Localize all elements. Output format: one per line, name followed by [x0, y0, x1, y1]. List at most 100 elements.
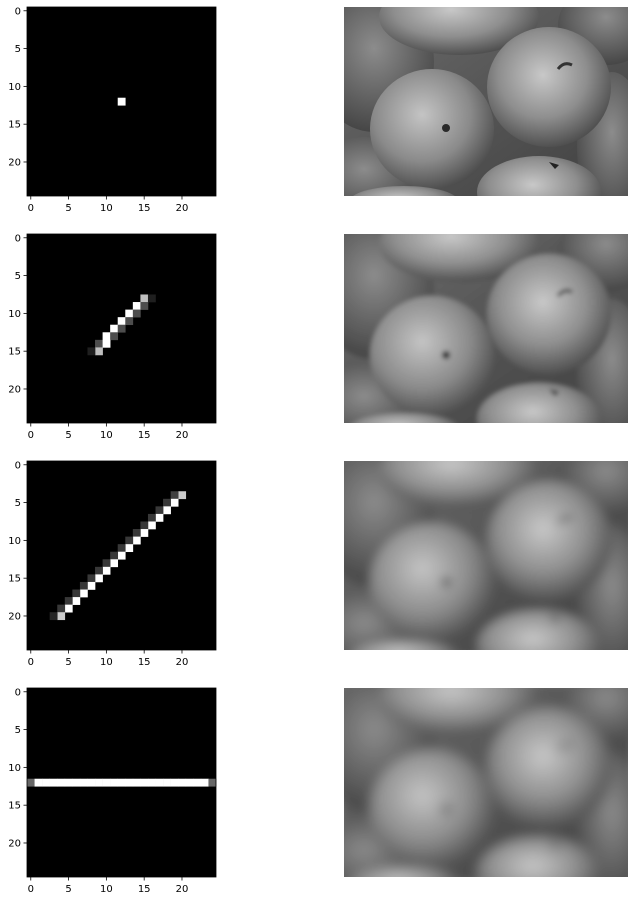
kernel-cell	[132, 778, 141, 787]
y-tick-label: 20	[8, 157, 21, 168]
x-tick-label: 20	[176, 203, 189, 214]
y-tick-label: 10	[8, 763, 21, 774]
kernel-cell	[140, 521, 149, 530]
kernel-cell	[49, 778, 58, 787]
fruit-top	[379, 7, 539, 55]
kernel-axes-frame	[26, 687, 217, 878]
y-tick-label: 0	[15, 460, 21, 471]
kernel-cell	[27, 778, 35, 787]
kernel-cell	[200, 778, 209, 787]
fruit-bottom	[353, 640, 455, 650]
y-tick-label: 10	[8, 309, 21, 320]
x-tick-label: 20	[176, 430, 189, 441]
orange-navel	[442, 578, 450, 586]
x-tick-label: 20	[176, 884, 189, 895]
y-tick-label: 15	[8, 574, 21, 585]
kernel-cell	[95, 574, 103, 583]
photo-panel-4	[344, 688, 628, 877]
apple-stem	[556, 516, 573, 524]
kernel-cell	[117, 551, 126, 560]
orange	[370, 296, 494, 416]
x-tick-label: 15	[138, 884, 151, 895]
kernel-cell	[64, 604, 73, 613]
y-tick-label: 0	[15, 687, 21, 698]
apple-main	[487, 708, 611, 828]
orange-navel	[442, 351, 450, 359]
kernel-axes-frame	[26, 6, 217, 197]
fruit-top	[379, 461, 539, 509]
photo-panel-1	[344, 7, 628, 196]
orange-navel	[442, 124, 450, 132]
kernel-cell	[117, 778, 126, 787]
y-tick-label: 20	[8, 611, 21, 622]
kernel-cell	[147, 778, 156, 787]
y-tick-label: 20	[8, 838, 21, 849]
apple-bottom	[477, 383, 601, 423]
kernel-cell	[57, 612, 66, 621]
y-tick-label: 0	[15, 233, 21, 244]
apple-stem	[556, 62, 573, 70]
y-tick-label: 15	[8, 347, 21, 358]
apple-bottom-calyx	[549, 162, 559, 169]
kernel-cell	[102, 566, 111, 575]
photo-panel-3	[344, 461, 628, 650]
kernel-cell	[178, 491, 187, 500]
y-tick-label: 15	[8, 120, 21, 131]
kernel-cell	[125, 544, 134, 553]
y-tick-label: 0	[15, 6, 21, 17]
kernel-cell	[102, 339, 111, 348]
kernel-cell	[147, 513, 156, 522]
kernel-cell	[140, 302, 149, 310]
orange	[370, 523, 494, 643]
fruit-top	[379, 688, 539, 736]
apple-bottom-calyx	[549, 616, 559, 623]
kernel-cell	[125, 317, 134, 326]
apple-main	[487, 481, 611, 601]
kernel-cell	[140, 294, 149, 303]
kernel-cell	[125, 536, 134, 545]
kernel-cell	[87, 581, 96, 590]
kernel-cell	[147, 521, 156, 530]
kernel-cell	[95, 339, 103, 348]
kernel-cell	[42, 778, 50, 787]
kernel-cell	[79, 778, 88, 787]
kernel-cell	[87, 778, 96, 787]
kernel-cell	[110, 332, 119, 341]
kernel-cell	[87, 347, 96, 356]
apple-bottom-calyx	[549, 843, 559, 850]
kernel-cell	[140, 529, 149, 537]
kernel-cell	[95, 778, 103, 787]
apple-stem	[556, 743, 573, 751]
fruit-bottom	[353, 867, 455, 877]
kernel-cell	[102, 332, 111, 341]
x-tick-label: 10	[100, 203, 113, 214]
kernel-axes-frame	[26, 233, 217, 424]
x-tick-label: 5	[65, 203, 71, 214]
y-tick-label: 5	[15, 44, 21, 55]
kernel-cell	[117, 97, 126, 106]
kernel-cell	[132, 309, 141, 318]
kernel-cell	[79, 581, 88, 590]
y-tick-label: 15	[8, 801, 21, 812]
kernel-cell	[110, 551, 119, 560]
x-tick-label: 20	[176, 657, 189, 668]
x-tick-label: 0	[28, 430, 34, 441]
apple-stem	[556, 289, 573, 297]
kernel-panel-3: 0 5 10 15 20 0 5 10 15 20	[8, 460, 217, 668]
orange	[370, 69, 494, 189]
kernel-cell	[117, 317, 126, 326]
kernel-cell	[110, 324, 119, 333]
kernel-cell	[117, 324, 126, 333]
kernel-cell	[193, 778, 202, 787]
kernel-panel-4: 0 5 10 15 20 0 5 10 15 20	[8, 687, 217, 895]
apple-main	[487, 27, 611, 147]
x-tick-label: 10	[100, 884, 113, 895]
x-tick-label: 0	[28, 203, 34, 214]
kernel-cell	[102, 778, 111, 787]
kernel-cell	[163, 506, 171, 515]
kernel-cell	[208, 778, 217, 787]
kernel-cell	[95, 347, 103, 356]
fruit-bottom	[353, 186, 455, 196]
kernel-cell	[132, 536, 141, 545]
